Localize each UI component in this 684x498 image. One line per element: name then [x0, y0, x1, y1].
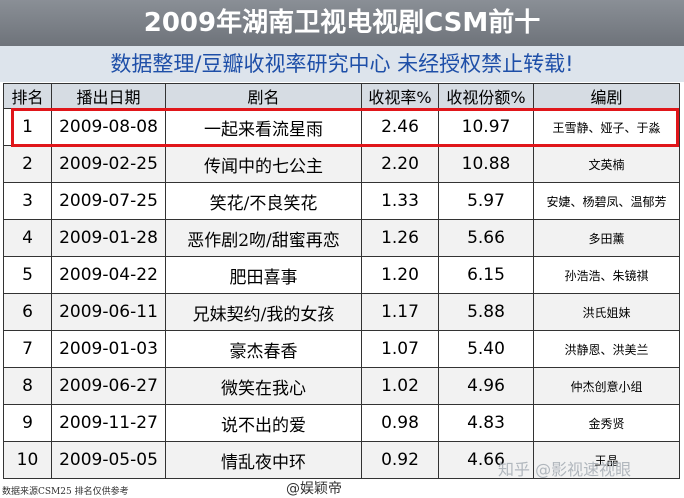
cell-writers: 洪氏姐妹	[533, 293, 680, 331]
cell-share: 5.97	[438, 182, 534, 220]
cell-writers: 王晶	[533, 441, 680, 479]
cell-rating: 2.46	[361, 108, 439, 146]
table-row: 6 2009-06-11 兄妹契约/我的女孩 1.17 5.88 洪氏姐妹	[3, 293, 680, 331]
table-row: 9 2009-11-27 说不出的爱 0.98 4.83 金秀贤	[3, 404, 680, 442]
cell-rating: 1.20	[361, 256, 439, 294]
cell-drama: 微笑在我心	[165, 367, 362, 405]
cell-drama: 笑花/不良笑花	[165, 182, 362, 220]
table-row: 7 2009-01-03 豪杰春香 1.07 5.40 洪静恩、洪美兰	[3, 330, 680, 368]
cell-writers: 文英楠	[533, 145, 680, 183]
cell-share: 6.15	[438, 256, 534, 294]
cell-rank: 6	[3, 293, 52, 331]
table-row: 5 2009-04-22 肥田喜事 1.20 6.15 孙浩浩、朱镜祺	[3, 256, 680, 294]
ratings-table: 排名 播出日期 剧名 收视率% 收视份额% 编剧 1 2009-08-08 一起来看…	[3, 83, 680, 479]
cell-drama: 肥田喜事	[165, 256, 362, 294]
column-header-share: 收视份额%	[438, 83, 534, 109]
cell-share: 5.66	[438, 219, 534, 257]
cell-date: 2009-06-11	[51, 293, 166, 331]
cell-share: 10.88	[438, 145, 534, 183]
column-header-rating: 收视率%	[361, 83, 439, 109]
table-row: 10 2009-05-05 情乱夜中环 0.92 4.66 王晶	[3, 441, 680, 479]
cell-date: 2009-01-28	[51, 219, 166, 257]
column-header-date: 播出日期	[51, 83, 166, 109]
cell-date: 2009-11-27	[51, 404, 166, 442]
cell-share: 5.88	[438, 293, 534, 331]
cell-writers: 洪静恩、洪美兰	[533, 330, 680, 368]
cell-date: 2009-02-25	[51, 145, 166, 183]
table-row: 2 2009-02-25 传闻中的七公主 2.20 10.88 文英楠	[3, 145, 680, 183]
cell-rating: 0.98	[361, 404, 439, 442]
table-header-row: 排名 播出日期 剧名 收视率% 收视份额% 编剧	[3, 83, 680, 109]
cell-rank: 8	[3, 367, 52, 405]
page-title: 2009年湖南卫视电视剧CSM前十	[0, 0, 684, 46]
column-header-rank: 排名	[3, 83, 52, 109]
weibo-watermark: @娱颖帝	[286, 481, 342, 497]
cell-drama: 情乱夜中环	[165, 441, 362, 479]
cell-date: 2009-05-05	[51, 441, 166, 479]
zhihu-watermark: 知乎 @影视速视眼	[498, 460, 632, 479]
cell-drama: 兄妹契约/我的女孩	[165, 293, 362, 331]
column-header-drama: 剧名	[165, 83, 362, 109]
cell-date: 2009-01-03	[51, 330, 166, 368]
cell-drama: 说不出的爱	[165, 404, 362, 442]
table-row: 3 2009-07-25 笑花/不良笑花 1.33 5.97 安婕、杨碧凤、温郁芳	[3, 182, 680, 220]
table-row: 8 2009-06-27 微笑在我心 1.02 4.96 仲杰创意小组	[3, 367, 680, 405]
cell-share: 5.40	[438, 330, 534, 368]
cell-rating: 0.92	[361, 441, 439, 479]
cell-date: 2009-06-27	[51, 367, 166, 405]
cell-share: 4.83	[438, 404, 534, 442]
cell-writers: 安婕、杨碧凤、温郁芳	[533, 182, 680, 220]
page-subtitle: 数据整理/豆瓣收视率研究中心 未经授权禁止转载!	[0, 46, 684, 82]
cell-drama: 豪杰春香	[165, 330, 362, 368]
cell-rating: 2.20	[361, 145, 439, 183]
cell-date: 2009-08-08	[51, 108, 166, 146]
cell-rank: 7	[3, 330, 52, 368]
cell-writers: 孙浩浩、朱镜祺	[533, 256, 680, 294]
cell-share: 10.97	[438, 108, 534, 146]
cell-drama: 传闻中的七公主	[165, 145, 362, 183]
cell-rating: 1.07	[361, 330, 439, 368]
column-header-writers: 编剧	[533, 83, 680, 109]
cell-rating: 1.33	[361, 182, 439, 220]
cell-writers: 多田薰	[533, 219, 680, 257]
cell-rank: 3	[3, 182, 52, 220]
cell-rating: 1.17	[361, 293, 439, 331]
cell-rank: 4	[3, 219, 52, 257]
cell-drama: 恶作剧2吻/甜蜜再恋	[165, 219, 362, 257]
cell-rating: 1.26	[361, 219, 439, 257]
table-row: 1 2009-08-08 一起来看流星雨 2.46 10.97 王雪静、娅子、于淼	[3, 108, 680, 146]
cell-rating: 1.02	[361, 367, 439, 405]
cell-drama: 一起来看流星雨	[165, 108, 362, 146]
cell-date: 2009-04-22	[51, 256, 166, 294]
table-row: 4 2009-01-28 恶作剧2吻/甜蜜再恋 1.26 5.66 多田薰	[3, 219, 680, 257]
cell-share: 4.96	[438, 367, 534, 405]
cell-writers: 金秀贤	[533, 404, 680, 442]
cell-rank: 10	[3, 441, 52, 479]
cell-rank: 1	[3, 108, 52, 146]
source-note: 数据来源CSM25 排名仅供参考	[2, 487, 129, 497]
cell-writers: 仲杰创意小组	[533, 367, 680, 405]
cell-rank: 2	[3, 145, 52, 183]
cell-writers: 王雪静、娅子、于淼	[533, 108, 680, 146]
cell-date: 2009-07-25	[51, 182, 166, 220]
cell-rank: 5	[3, 256, 52, 294]
cell-share: 4.66	[438, 441, 534, 479]
cell-rank: 9	[3, 404, 52, 442]
